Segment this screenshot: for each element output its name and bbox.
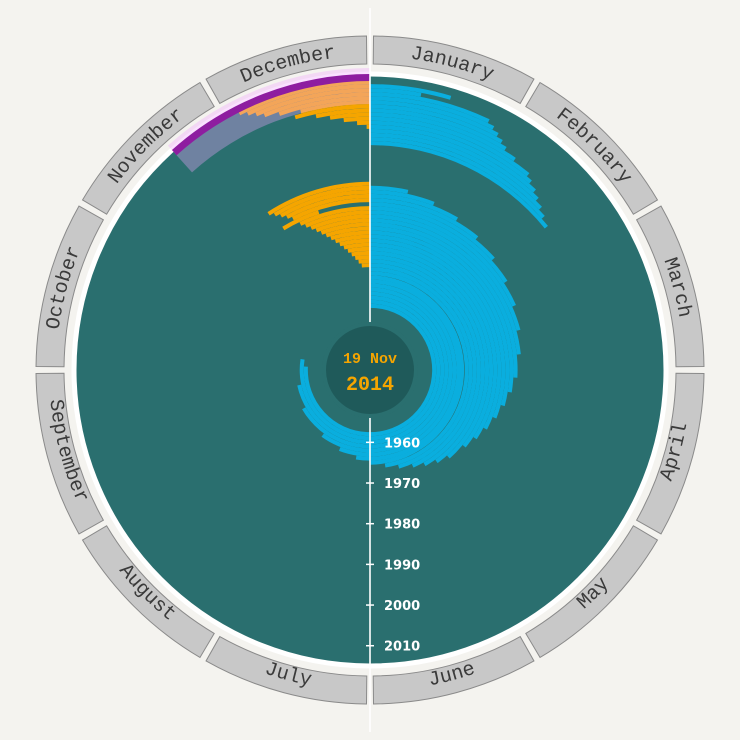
arc-series0-1983-17 xyxy=(282,210,320,231)
year-tick-label-1970: 1970 xyxy=(384,477,420,492)
center-disc xyxy=(322,322,418,418)
arc-series1-1974-28 xyxy=(370,238,502,430)
arc-series0-2010-3 xyxy=(263,92,370,118)
year-tick-label-1960: 1960 xyxy=(384,436,420,451)
arc-series1-2008-4 xyxy=(370,100,499,137)
month-segment-april xyxy=(635,372,705,535)
arc-series0-1969-31 xyxy=(358,259,370,264)
month-segment-may xyxy=(525,525,659,659)
arc-series0-1982-18 xyxy=(299,206,370,226)
arc-series1-1981-21 xyxy=(370,210,516,307)
month-segment-october xyxy=(35,205,105,368)
year-tick-label-2010: 2010 xyxy=(384,640,420,655)
arc-series0-1980-20 xyxy=(310,214,370,230)
arc-series1-2011-1 xyxy=(370,88,422,97)
arc-series0-1981-19 xyxy=(305,210,370,228)
month-segment-november xyxy=(81,81,215,215)
arc-series0-2009-4 xyxy=(278,96,370,116)
arc-series0-2007-6 xyxy=(294,104,370,120)
arc-series1-1982-20 xyxy=(370,206,508,283)
arc-series1-2009-3 xyxy=(370,96,495,130)
arc-series0-1979-21 xyxy=(315,218,370,233)
arc-series0-1975-25 xyxy=(334,234,370,244)
month-segment-january xyxy=(372,35,535,105)
arc-series1-2012-0 xyxy=(370,84,452,100)
arc-series0-1985-15 xyxy=(285,193,370,219)
year-axis: 1960 1970 1980 1990 2000 2010 xyxy=(366,436,420,655)
month-segment-december xyxy=(205,35,368,105)
year-tick-label-2000: 2000 xyxy=(384,599,420,614)
arc-series1-1975-27 xyxy=(370,234,506,419)
arc-series0-2013-0 xyxy=(238,80,370,116)
arc-series1-1973-29 xyxy=(370,242,498,440)
arc-series0-1971-29 xyxy=(351,250,370,257)
month-segment-february xyxy=(525,81,659,215)
arc-series1-1986-16 xyxy=(370,189,435,206)
arc-series0-1974-26 xyxy=(339,238,370,247)
arc-series1-2006-6 xyxy=(370,108,507,151)
arc-series0-2003-10 xyxy=(356,120,370,126)
arc-series1-2007-5 xyxy=(370,104,503,144)
arc-series0-2012-1 xyxy=(246,84,370,116)
arc-series0-1976-24 xyxy=(330,230,370,241)
year-tick-label-1990: 1990 xyxy=(384,558,420,573)
center-date-year: 2014 xyxy=(346,374,394,397)
arc-series0-1984-16 xyxy=(291,198,370,221)
arc-series0-1988-12 xyxy=(267,181,370,216)
arc-series0-1973-27 xyxy=(343,242,370,250)
arc-series0-1978-22 xyxy=(320,222,370,235)
arc-series0-2008-5 xyxy=(300,100,370,114)
arc-series1-1984-18 xyxy=(370,198,479,240)
arc-series1-1987-15 xyxy=(370,185,409,194)
month-segment-july xyxy=(205,635,368,705)
month-segment-march xyxy=(635,205,705,368)
year-tick-label-1980: 1980 xyxy=(384,518,420,533)
arc-series0-2002-11 xyxy=(366,124,370,129)
arc-series0-1968-32 xyxy=(361,263,370,268)
month-segment-june xyxy=(372,635,535,705)
arc-series0-2005-8 xyxy=(329,112,370,120)
arc-series1-2010-2 xyxy=(370,92,490,123)
arc-series0-2004-9 xyxy=(343,116,370,123)
arc-series0-1970-30 xyxy=(354,254,370,260)
series-arcs xyxy=(167,68,548,469)
arc-series0-2006-7 xyxy=(315,108,370,119)
highlight-glow xyxy=(167,68,370,173)
arc-series0-1977-23 xyxy=(325,226,370,238)
arc-series0-1972-28 xyxy=(347,246,370,253)
arc-series1-1980-22 xyxy=(370,214,521,331)
month-segment-september xyxy=(35,372,105,535)
arc-series0-1986-14 xyxy=(279,189,370,218)
arc-series0-1987-13 xyxy=(273,185,370,217)
arc-series0-2011-2 xyxy=(255,88,370,117)
center-date-day: 19 Nov xyxy=(343,351,397,368)
arc-series1-1985-17 xyxy=(370,193,459,222)
month-segment-august xyxy=(81,525,215,659)
